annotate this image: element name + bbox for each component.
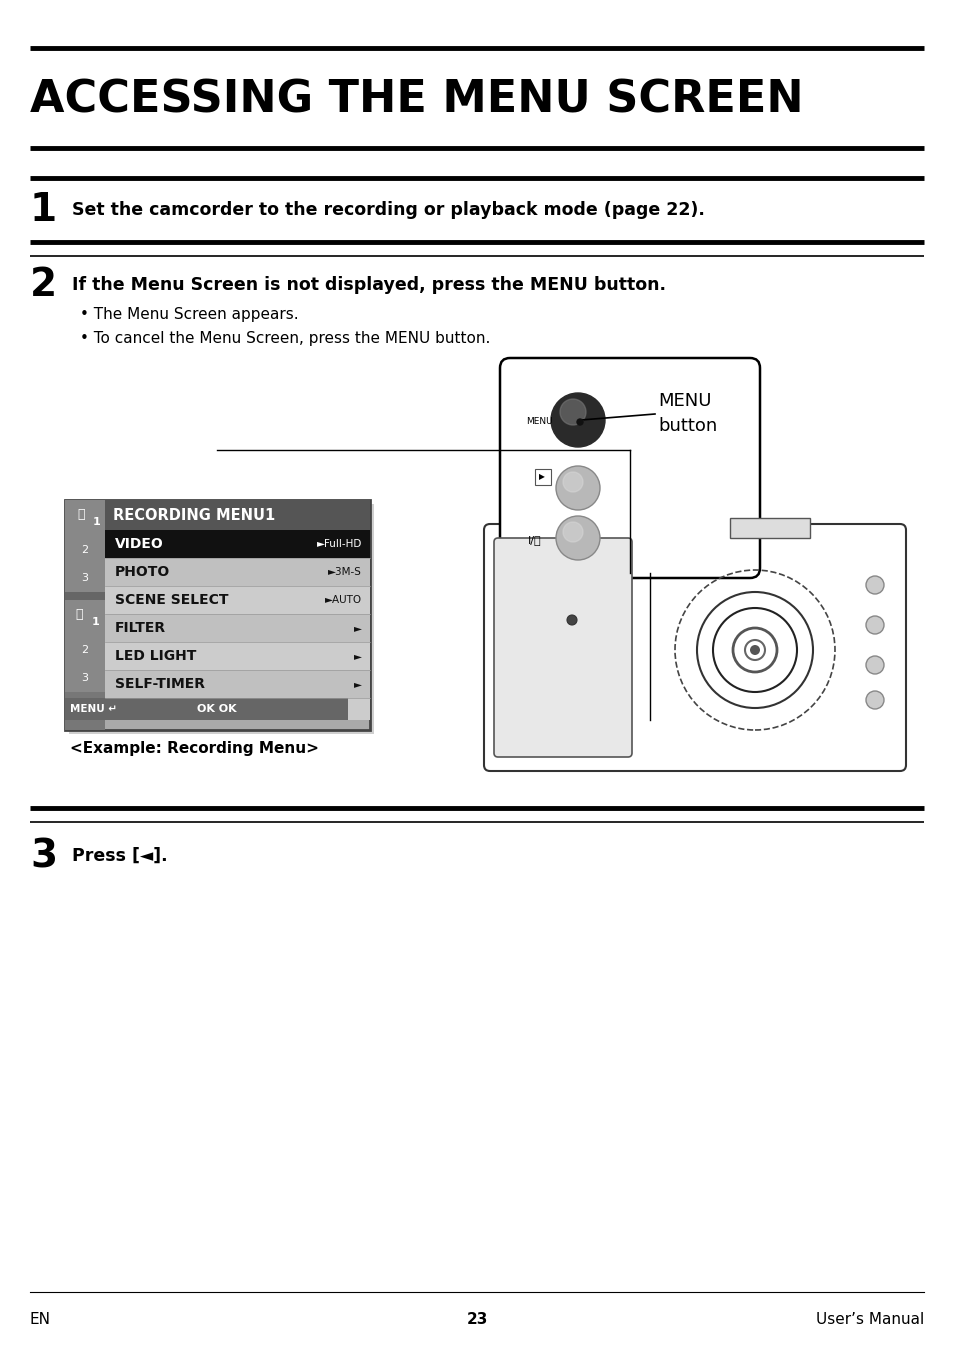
- Bar: [729, 518, 809, 538]
- Text: 2: 2: [30, 266, 57, 304]
- Bar: [105, 615, 370, 642]
- Text: ▶: ▶: [538, 472, 544, 482]
- Circle shape: [577, 420, 582, 425]
- Text: PHOTO: PHOTO: [115, 565, 170, 578]
- Text: ►: ►: [354, 651, 361, 660]
- Bar: [105, 500, 370, 530]
- Text: FILTER: FILTER: [115, 621, 166, 635]
- Bar: [65, 500, 105, 730]
- Bar: [105, 642, 370, 670]
- Circle shape: [865, 691, 883, 709]
- Circle shape: [865, 576, 883, 594]
- Bar: [65, 664, 105, 691]
- Bar: [105, 530, 370, 558]
- Text: ►: ►: [354, 679, 361, 689]
- Circle shape: [551, 393, 604, 447]
- Bar: [105, 558, 370, 586]
- Text: 3: 3: [30, 837, 57, 876]
- Text: MENU ↵: MENU ↵: [70, 703, 117, 714]
- Bar: [65, 592, 105, 600]
- Text: 📷: 📷: [77, 507, 85, 521]
- Text: MENU: MENU: [525, 417, 552, 426]
- Text: Set the camcorder to the recording or playback mode (page 22).: Set the camcorder to the recording or pl…: [71, 200, 704, 219]
- Bar: [65, 564, 105, 592]
- Text: 1: 1: [92, 516, 101, 527]
- Bar: [65, 636, 105, 664]
- Text: • To cancel the Menu Screen, press the MENU button.: • To cancel the Menu Screen, press the M…: [80, 331, 490, 346]
- Bar: [65, 500, 105, 537]
- Text: User’s Manual: User’s Manual: [815, 1313, 923, 1328]
- Circle shape: [865, 616, 883, 633]
- Text: 1: 1: [91, 617, 100, 627]
- Bar: [105, 586, 370, 615]
- Text: Press [◄].: Press [◄].: [71, 847, 168, 865]
- Text: ►: ►: [354, 623, 361, 633]
- Circle shape: [559, 399, 585, 425]
- Text: ►Full-HD: ►Full-HD: [316, 539, 361, 549]
- Circle shape: [562, 522, 582, 542]
- Text: MENU: MENU: [658, 391, 711, 410]
- Text: 2: 2: [81, 646, 89, 655]
- Bar: [105, 670, 370, 698]
- Text: EN: EN: [30, 1313, 51, 1328]
- FancyBboxPatch shape: [494, 538, 631, 757]
- FancyBboxPatch shape: [483, 525, 905, 771]
- Bar: [348, 698, 370, 720]
- Bar: [65, 600, 105, 636]
- FancyBboxPatch shape: [535, 469, 551, 486]
- Text: ACCESSING THE MENU SCREEN: ACCESSING THE MENU SCREEN: [30, 78, 802, 121]
- Bar: [65, 698, 370, 720]
- Bar: [69, 504, 374, 734]
- FancyBboxPatch shape: [499, 358, 760, 578]
- Circle shape: [556, 516, 599, 560]
- Circle shape: [556, 465, 599, 510]
- Text: ►AUTO: ►AUTO: [325, 594, 361, 605]
- Text: RECORDING MENU1: RECORDING MENU1: [112, 507, 275, 522]
- Text: 23: 23: [466, 1313, 487, 1328]
- Circle shape: [749, 646, 760, 655]
- Text: VIDEO: VIDEO: [115, 537, 164, 551]
- Text: • The Menu Screen appears.: • The Menu Screen appears.: [80, 308, 298, 323]
- Circle shape: [566, 615, 577, 625]
- Text: If the Menu Screen is not displayed, press the MENU button.: If the Menu Screen is not displayed, pre…: [71, 276, 665, 295]
- Text: SELF-TIMER: SELF-TIMER: [115, 677, 205, 691]
- Text: 1: 1: [30, 191, 57, 229]
- Text: button: button: [658, 417, 717, 434]
- Text: 3: 3: [81, 672, 89, 683]
- Text: OK OK: OK OK: [197, 703, 236, 714]
- Circle shape: [865, 656, 883, 674]
- Text: 2: 2: [81, 545, 89, 555]
- Circle shape: [562, 472, 582, 492]
- Text: LED LIGHT: LED LIGHT: [115, 650, 196, 663]
- Text: I/⏻: I/⏻: [527, 535, 541, 545]
- Text: <Example: Recording Menu>: <Example: Recording Menu>: [70, 741, 318, 756]
- Bar: [65, 537, 105, 564]
- Bar: [65, 500, 370, 730]
- Text: ►3M-S: ►3M-S: [328, 568, 361, 577]
- Text: SCENE SELECT: SCENE SELECT: [115, 593, 229, 607]
- Text: 3: 3: [81, 573, 89, 582]
- Text: 🔧: 🔧: [75, 608, 82, 620]
